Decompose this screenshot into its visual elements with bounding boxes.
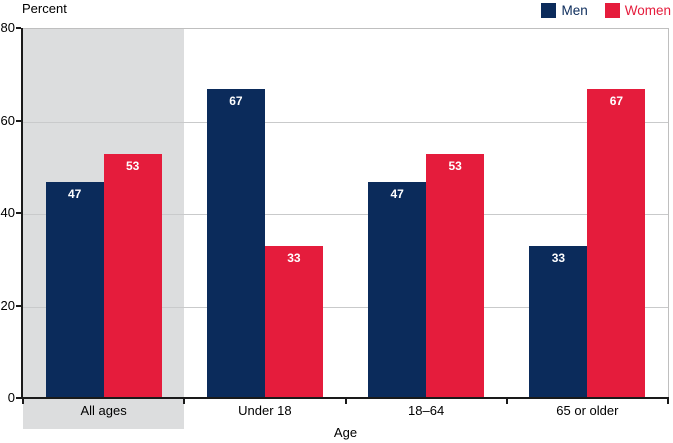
bar-women: 53 <box>103 153 162 399</box>
y-axis-line <box>21 28 23 399</box>
bar-value-label: 53 <box>125 158 140 173</box>
bar-value-label: 67 <box>609 94 624 109</box>
legend-label: Men <box>561 3 588 18</box>
bar-value-label: 53 <box>448 158 462 173</box>
x-tick <box>183 399 186 404</box>
y-tick-label: 80 <box>0 20 15 35</box>
category-label: 65 or older <box>556 403 619 418</box>
bar-men: 67 <box>206 89 265 399</box>
x-axis-title: Age <box>333 425 358 440</box>
x-tick <box>505 399 508 404</box>
x-tick <box>667 399 669 404</box>
x-axis-line <box>21 397 669 399</box>
x-tick <box>22 399 24 404</box>
legend-item-men: Men <box>541 3 588 18</box>
legend-swatch-women <box>604 3 620 18</box>
legend-item-women: Women <box>604 3 671 18</box>
y-tick-label: 20 <box>0 297 15 313</box>
gridline <box>23 306 668 308</box>
legend: Men Women <box>524 3 671 18</box>
plot-area: 47 53 67 33 47 53 33 67 <box>23 28 669 429</box>
category-label: All ages <box>80 403 127 418</box>
legend-swatch-men <box>541 3 557 18</box>
gridline <box>23 121 668 123</box>
y-tick <box>16 212 21 214</box>
y-tick <box>16 397 21 399</box>
y-tick <box>16 27 21 29</box>
bar-value-label: 47 <box>390 186 404 201</box>
legend-label: Women <box>624 3 671 18</box>
gridline <box>23 214 668 215</box>
category-label: 18–64 <box>408 403 445 418</box>
y-tick <box>16 304 21 307</box>
bar-value-label: 47 <box>67 186 82 201</box>
bar-men: 47 <box>368 181 427 399</box>
bar-value-label: 67 <box>229 94 243 109</box>
bar-men: 47 <box>45 181 104 399</box>
y-axis-title: Percent <box>22 1 67 16</box>
y-tick-label: 40 <box>0 205 15 220</box>
bar-women: 53 <box>426 153 485 399</box>
bar-women: 67 <box>587 89 646 399</box>
x-tick <box>344 399 347 404</box>
category-label: Under 18 <box>238 403 292 418</box>
y-tick-label: 0 <box>7 390 15 405</box>
y-tick-label: 60 <box>0 112 15 128</box>
y-tick <box>16 119 21 122</box>
bar-value-label: 33 <box>287 251 301 266</box>
bar-men: 33 <box>529 246 588 399</box>
bar-value-label: 33 <box>551 251 566 266</box>
bar-women: 33 <box>264 246 323 399</box>
